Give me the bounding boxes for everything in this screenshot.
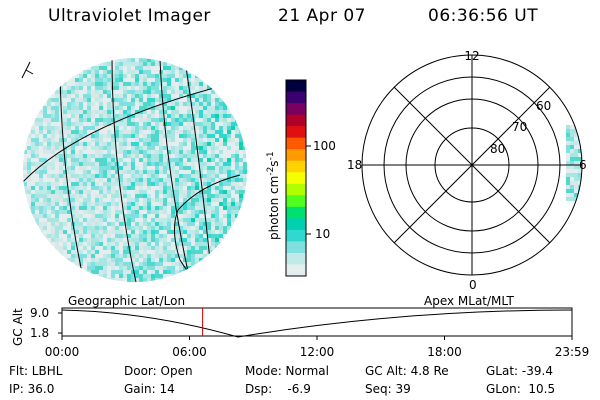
altitude-curve <box>61 309 573 338</box>
door-status: Door: Open <box>124 364 193 378</box>
colorbar-cell <box>286 218 306 231</box>
image-time: 06:36:56 UT <box>428 6 539 26</box>
longitude-line <box>111 58 141 282</box>
x-tick-label: 12:00 <box>300 345 335 359</box>
y-tick-label: 1.8 <box>30 326 49 340</box>
colorbar-cell <box>286 206 306 219</box>
colorbar-cell <box>286 241 306 254</box>
colorbar-cell <box>286 172 306 185</box>
colorbar-cell <box>286 80 306 93</box>
timeline-frame <box>61 307 573 337</box>
color-bar: 100 10 photon cm-2s-1 <box>266 79 336 277</box>
colorbar-cell <box>286 103 306 116</box>
colorbar-cell <box>286 114 306 127</box>
mlt-label-6: 6 <box>579 158 587 172</box>
glat-status: GLat: -39.4 <box>486 364 553 378</box>
colorbar-cell <box>286 183 306 196</box>
uv-disc-image <box>21 58 247 282</box>
colorbar-cell <box>286 160 306 173</box>
longitude-line <box>184 59 213 281</box>
mlat-label-70: 70 <box>512 120 527 134</box>
colorbar-label: photon cm-2s-1 <box>266 151 281 240</box>
gain-status: Gain: 14 <box>124 382 175 396</box>
colorbar-cell <box>286 149 306 162</box>
glon-status: GLon: 10.5 <box>486 382 556 396</box>
geographic-label: Geographic Lat/Lon <box>68 294 185 308</box>
colorbar-cell <box>286 252 306 265</box>
mlt-label-12: 12 <box>464 49 479 63</box>
x-tick-label: 00:00 <box>45 345 80 359</box>
gc-alt-status: GC Alt: 4.8 Re <box>365 364 449 378</box>
colorbar-cell <box>286 229 306 242</box>
horizon-tick <box>21 61 34 79</box>
x-tick-label: 18:00 <box>427 345 462 359</box>
longitude-line <box>159 59 193 282</box>
mode-status: Mode: Normal <box>245 364 329 378</box>
mlt-label-0: 0 <box>469 278 477 292</box>
image-date: 21 Apr 07 <box>278 6 366 26</box>
colorbar-tick-label: 100 <box>313 139 336 153</box>
colorbar-cell <box>286 264 306 277</box>
y-tick-label: 9.0 <box>30 306 49 320</box>
ip-status: IP: 36.0 <box>9 382 55 396</box>
mlat-label-80: 80 <box>490 142 505 156</box>
coastline <box>174 209 191 276</box>
colorbar-tick-label: 10 <box>315 227 330 241</box>
dsp-status: Dsp: -6.9 <box>245 382 311 396</box>
colorbar-cell <box>286 195 306 208</box>
mlat-label-60: 60 <box>536 99 551 113</box>
colorbar-cell <box>286 91 306 104</box>
x-tick-label: 23:59 <box>555 345 590 359</box>
colorbar-cell <box>286 126 306 139</box>
apex-label: Apex MLat/MLT <box>424 294 514 308</box>
gc-alt-axis-label: GC Alt <box>11 308 25 346</box>
mlt-label-18: 18 <box>347 158 362 172</box>
latitude-line <box>23 79 246 186</box>
x-tick-label: 06:00 <box>172 345 207 359</box>
seq-status: Seq: 39 <box>365 382 411 396</box>
colorbar-cell <box>286 137 306 150</box>
orbit-timeline: Geographic Lat/Lon Apex MLat/MLT GC Alt … <box>11 294 589 359</box>
flt-status: Flt: LBHL <box>9 364 63 378</box>
coastline <box>177 174 241 211</box>
image-title: Ultraviolet Imager <box>48 6 211 26</box>
polar-plot: 12 18 6 0 60 70 80 <box>347 49 587 292</box>
